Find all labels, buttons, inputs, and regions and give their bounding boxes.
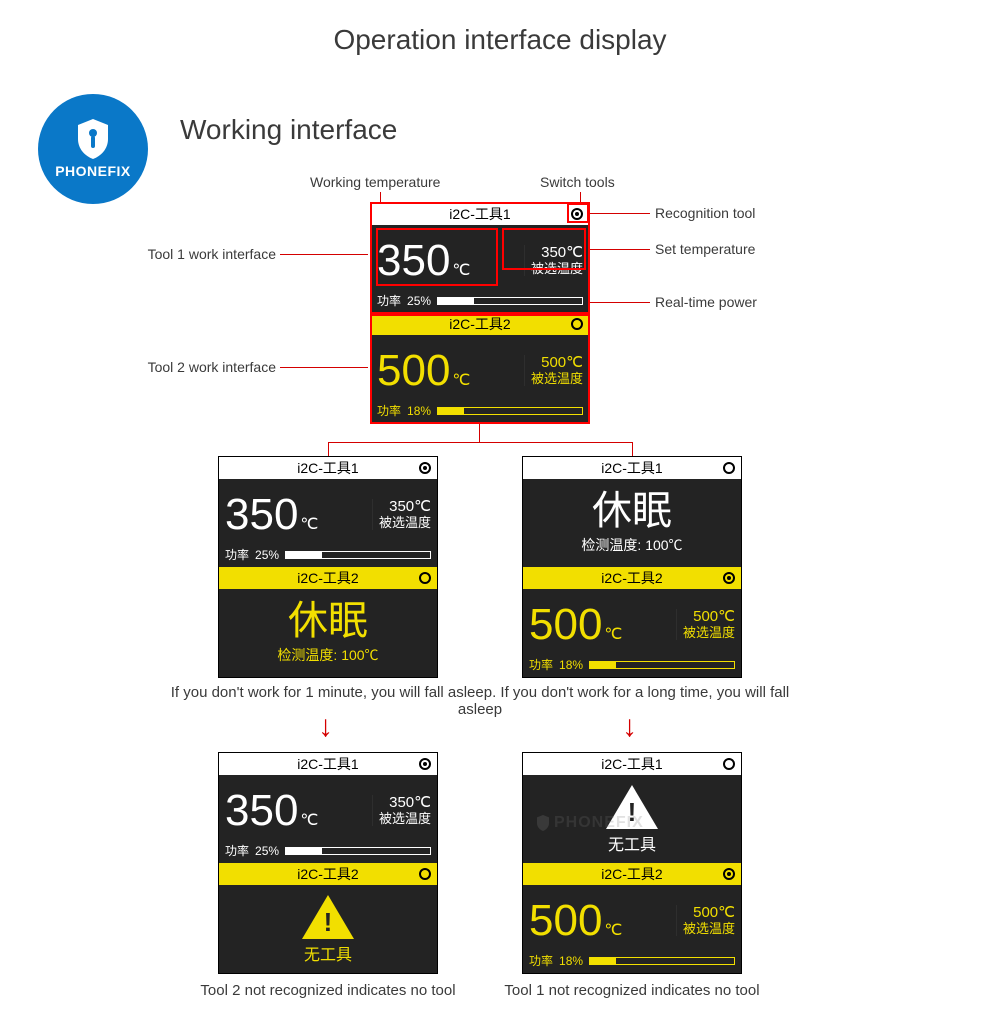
warning-icon: [302, 895, 354, 939]
device-sleep-left: i2C-工具1 350℃ 350℃被选温度 功率25% i2C-工具2 休眠 检…: [218, 456, 438, 678]
annotation-tool2-interface: Tool 2 work interface: [136, 359, 276, 375]
tool1-body: 350℃ 350℃ 被选温度 功率 25%: [371, 225, 589, 313]
tool2-notool-body: 无工具: [219, 885, 437, 973]
annotation-switch-tools: Switch tools: [540, 174, 615, 190]
tool1-power-fill: [438, 298, 474, 304]
tool1-body: 350℃ 350℃被选温度 功率25%: [219, 775, 437, 863]
leader-line: [590, 249, 650, 250]
tool1-selected-icon: [571, 208, 583, 220]
leader-line: [479, 424, 480, 442]
leader-line: [590, 302, 650, 303]
tool2-title-bar: i2C-工具2: [523, 863, 741, 885]
unselected-icon: [723, 462, 735, 474]
notool-text: 无工具: [304, 941, 352, 965]
sleep-caption: If you don't work for 1 minute, you will…: [150, 684, 810, 718]
tool2-sleep-body: 休眠 检测温度: 100℃: [219, 589, 437, 677]
unselected-icon: [723, 758, 735, 770]
tool2-power-row: 功率 18%: [377, 402, 583, 421]
annotation-working-temp: Working temperature: [310, 174, 440, 190]
leader-line: [632, 442, 633, 456]
tool2-body: 500℃ 500℃被选温度 功率18%: [523, 885, 741, 973]
tool1-title: i2C-工具1: [449, 204, 510, 224]
tool1-body: 350℃ 350℃被选温度 功率25%: [219, 479, 437, 567]
tool1-set-temp: 350℃: [531, 245, 583, 262]
phonefix-logo: PHONEFIX: [38, 94, 148, 204]
tool1-working-temp: 350℃: [377, 239, 470, 283]
shield-icon: [76, 119, 110, 159]
device-main: i2C-工具1 350℃ 350℃ 被选温度 功率 25% i2C-工具2 50…: [370, 202, 590, 424]
tool1-set-label: 被选温度: [531, 262, 583, 276]
annotation-recognition-tool: Recognition tool: [655, 205, 755, 221]
leader-line: [590, 213, 650, 214]
selected-icon: [723, 572, 735, 584]
tool2-power-fill: [438, 408, 464, 414]
tool2-title-bar: i2C-工具2: [219, 863, 437, 885]
annotation-tool1-interface: Tool 1 work interface: [136, 246, 276, 262]
annotation-realtime-power: Real-time power: [655, 294, 757, 310]
tool2-body: 500℃ 500℃ 被选温度 功率 18%: [371, 335, 589, 423]
page-title: Operation interface display: [0, 24, 1000, 56]
tool2-set-temp: 500℃: [531, 355, 583, 372]
tool2-body: 500℃ 500℃被选温度 功率18%: [523, 589, 741, 677]
tool2-unselected-icon: [571, 318, 583, 330]
leader-line: [380, 192, 381, 202]
device-notool-right: i2C-工具1 无工具 i2C-工具2 500℃ 500℃被选温度 功率18%: [522, 752, 742, 974]
tool1-sleep-body: 休眠 检测温度: 100℃: [523, 479, 741, 567]
selected-icon: [419, 758, 431, 770]
selected-icon: [723, 868, 735, 880]
device-notool-left: i2C-工具1 350℃ 350℃被选温度 功率25% i2C-工具2 无工具: [218, 752, 438, 974]
unselected-icon: [419, 572, 431, 584]
logo-text: PHONEFIX: [55, 163, 131, 179]
selected-icon: [419, 462, 431, 474]
caption-bottom-left: Tool 2 not recognized indicates no tool: [168, 982, 488, 999]
leader-line: [328, 442, 329, 456]
tool2-title: i2C-工具2: [449, 314, 510, 334]
annotation-set-temp: Set temperature: [655, 241, 755, 257]
tool1-power-row: 功率 25%: [377, 292, 583, 311]
tool2-title-bar: i2C-工具2: [523, 567, 741, 589]
tool1-title-bar: i2C-工具1: [219, 457, 437, 479]
detect-temp: 检测温度: 100℃: [277, 645, 378, 665]
unselected-icon: [419, 868, 431, 880]
sleep-text: 休眠: [592, 491, 672, 531]
section-title: Working interface: [180, 114, 397, 146]
notool-text: 无工具: [608, 831, 656, 855]
watermark: PHONEFIX: [536, 814, 644, 832]
tool2-set-label: 被选温度: [531, 372, 583, 386]
detect-temp: 检测温度: 100℃: [581, 535, 682, 555]
tool2-title-bar: i2C-工具2: [219, 567, 437, 589]
leader-line: [280, 367, 368, 368]
arrow-down-icon: ↓: [318, 710, 333, 744]
tool1-title-bar: i2C-工具1: [523, 457, 741, 479]
tool2-working-temp: 500℃: [377, 349, 470, 393]
leader-line: [280, 254, 368, 255]
tool1-title-bar: i2C-工具1: [371, 203, 589, 225]
caption-bottom-right: Tool 1 not recognized indicates no tool: [472, 982, 792, 999]
tool2-title-bar: i2C-工具2: [371, 313, 589, 335]
tool1-title-bar: i2C-工具1: [523, 753, 741, 775]
leader-line: [580, 192, 581, 202]
leader-line: [328, 442, 632, 443]
sleep-text: 休眠: [288, 601, 368, 641]
device-sleep-right: i2C-工具1 休眠 检测温度: 100℃ i2C-工具2 500℃ 500℃被…: [522, 456, 742, 678]
tool1-title-bar: i2C-工具1: [219, 753, 437, 775]
arrow-down-icon: ↓: [622, 710, 637, 744]
